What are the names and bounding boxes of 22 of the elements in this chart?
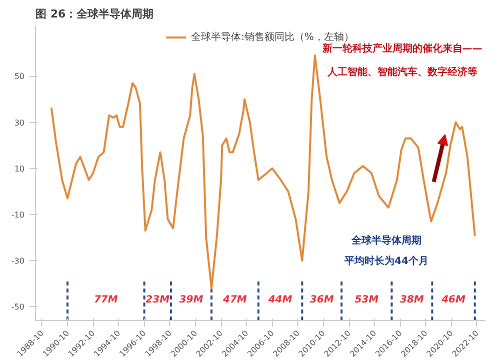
annotation: 44M (267, 294, 292, 306)
annotation: 77M (94, 294, 118, 306)
y-tick-label: -50 (11, 302, 25, 312)
annotation: 人工智能、智能汽车、数字经济等 (326, 66, 478, 78)
annotation: 47M (222, 294, 247, 306)
annotation: 36M (310, 294, 334, 306)
y-tick-label: -30 (11, 256, 25, 266)
annotation: 38M (400, 294, 424, 306)
y-tick-label: 10 (14, 164, 25, 174)
annotation: 39M (179, 294, 204, 306)
chart-title: 图 26：全球半导体周期 (36, 8, 154, 20)
annotation: 46M (440, 294, 466, 306)
y-tick-label: 50 (14, 72, 25, 82)
annotation: 53M (354, 294, 379, 306)
y-tick-label: -10 (11, 210, 25, 220)
annotation: 23M (146, 294, 170, 306)
annotation: 新一轮科技产业周期的催化来自—— (321, 42, 482, 55)
line-series (50, 54, 476, 290)
annotation: 全球半导体周期 (350, 234, 422, 246)
y-tick-label: 30 (14, 118, 25, 128)
legend-label: 全球半导体:销售额同比（%，左轴） (191, 30, 354, 43)
annotation: 平均时长为44个月 (344, 255, 428, 267)
